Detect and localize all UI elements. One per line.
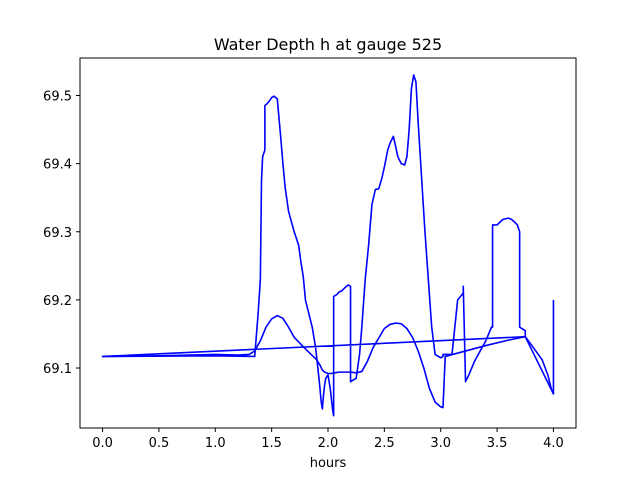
chart-title: Water Depth h at gauge 525	[214, 35, 442, 54]
y-tick-label: 69.2	[43, 294, 72, 309]
plot-area	[79, 57, 577, 429]
y-tick-label: 69.1	[43, 362, 72, 377]
series-line-2	[101, 74, 555, 417]
y-tick-label: 69.3	[43, 226, 72, 241]
x-tick-label: 3.0	[430, 436, 451, 451]
x-tick-label: 4.0	[543, 436, 564, 451]
x-tick-label: 2.5	[374, 436, 395, 451]
x-tick-label: 2.0	[318, 436, 339, 451]
x-tick-label: 1.0	[205, 436, 226, 451]
x-axis: 0.0 0.5 1.0 1.5 2.0 2.5 3.0 3.5 4.0	[92, 428, 564, 451]
x-axis-label: hours	[310, 456, 347, 471]
x-tick-label: 3.5	[487, 436, 508, 451]
y-tick-label: 69.5	[43, 89, 72, 104]
x-tick-label: 0.0	[92, 436, 113, 451]
series-layer	[101, 74, 555, 417]
plot-frame	[79, 57, 577, 429]
x-tick-label: 0.5	[149, 436, 170, 451]
y-axis: 69.1 69.2 69.3 69.4 69.5	[43, 89, 80, 377]
series-line-1	[102, 314, 555, 409]
x-tick-label: 1.5	[261, 436, 282, 451]
y-tick-label: 69.4	[43, 158, 72, 173]
